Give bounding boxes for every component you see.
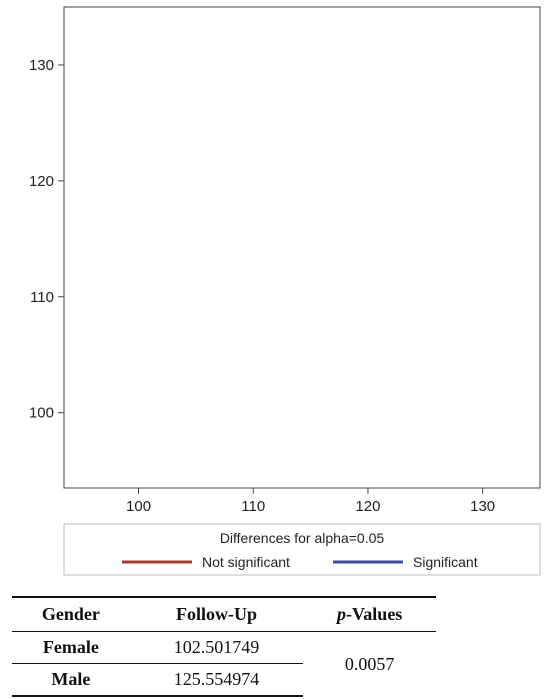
row-value-male: 125.554974 xyxy=(129,663,304,697)
header-gender: Gender xyxy=(12,596,130,632)
y-tick-label: 120 xyxy=(29,173,54,190)
legend: Differences for alpha=0.05 Not significan… xyxy=(63,523,541,576)
table-row: Female 102.501749 0.0057 xyxy=(12,631,436,674)
p-value-cell: 0.0057 xyxy=(344,653,395,674)
legend-title: Differences for alpha=0.05 xyxy=(220,530,385,546)
x-tick-label: 120 xyxy=(355,498,380,515)
header-p-values: p-Values xyxy=(303,596,436,632)
chart: FemaleMaleMaleFemale 1001101201301001101… xyxy=(29,6,541,576)
header-p-suffix: -Values xyxy=(345,604,403,624)
row-group-female: Female xyxy=(12,631,130,664)
y-tick-label: 130 xyxy=(29,57,54,74)
legend-label: Significant xyxy=(413,554,478,570)
x-tick-label: 100 xyxy=(126,498,151,515)
legend-label: Not significant xyxy=(202,554,290,570)
plot-frame xyxy=(63,6,541,489)
y-tick-label: 110 xyxy=(30,289,54,306)
table-row: Male 125.554974 xyxy=(12,663,436,697)
header-p-symbol: p xyxy=(336,604,346,624)
row-value-female: 102.501749 xyxy=(129,631,304,664)
axes: 100 110 120 130 100 110 120 130 xyxy=(29,6,541,515)
legend-box xyxy=(63,523,541,576)
table-header-row: Gender Follow-Up p-Values xyxy=(12,596,436,632)
row-group-male: Male xyxy=(12,663,130,697)
y-tick-label: 100 xyxy=(29,405,54,422)
results-table: Gender Follow-Up p-Values Female 102.501… xyxy=(12,596,436,697)
x-tick-label: 130 xyxy=(470,498,495,515)
x-tick-label: 110 xyxy=(241,498,265,515)
header-follow-up: Follow-Up xyxy=(129,596,304,632)
